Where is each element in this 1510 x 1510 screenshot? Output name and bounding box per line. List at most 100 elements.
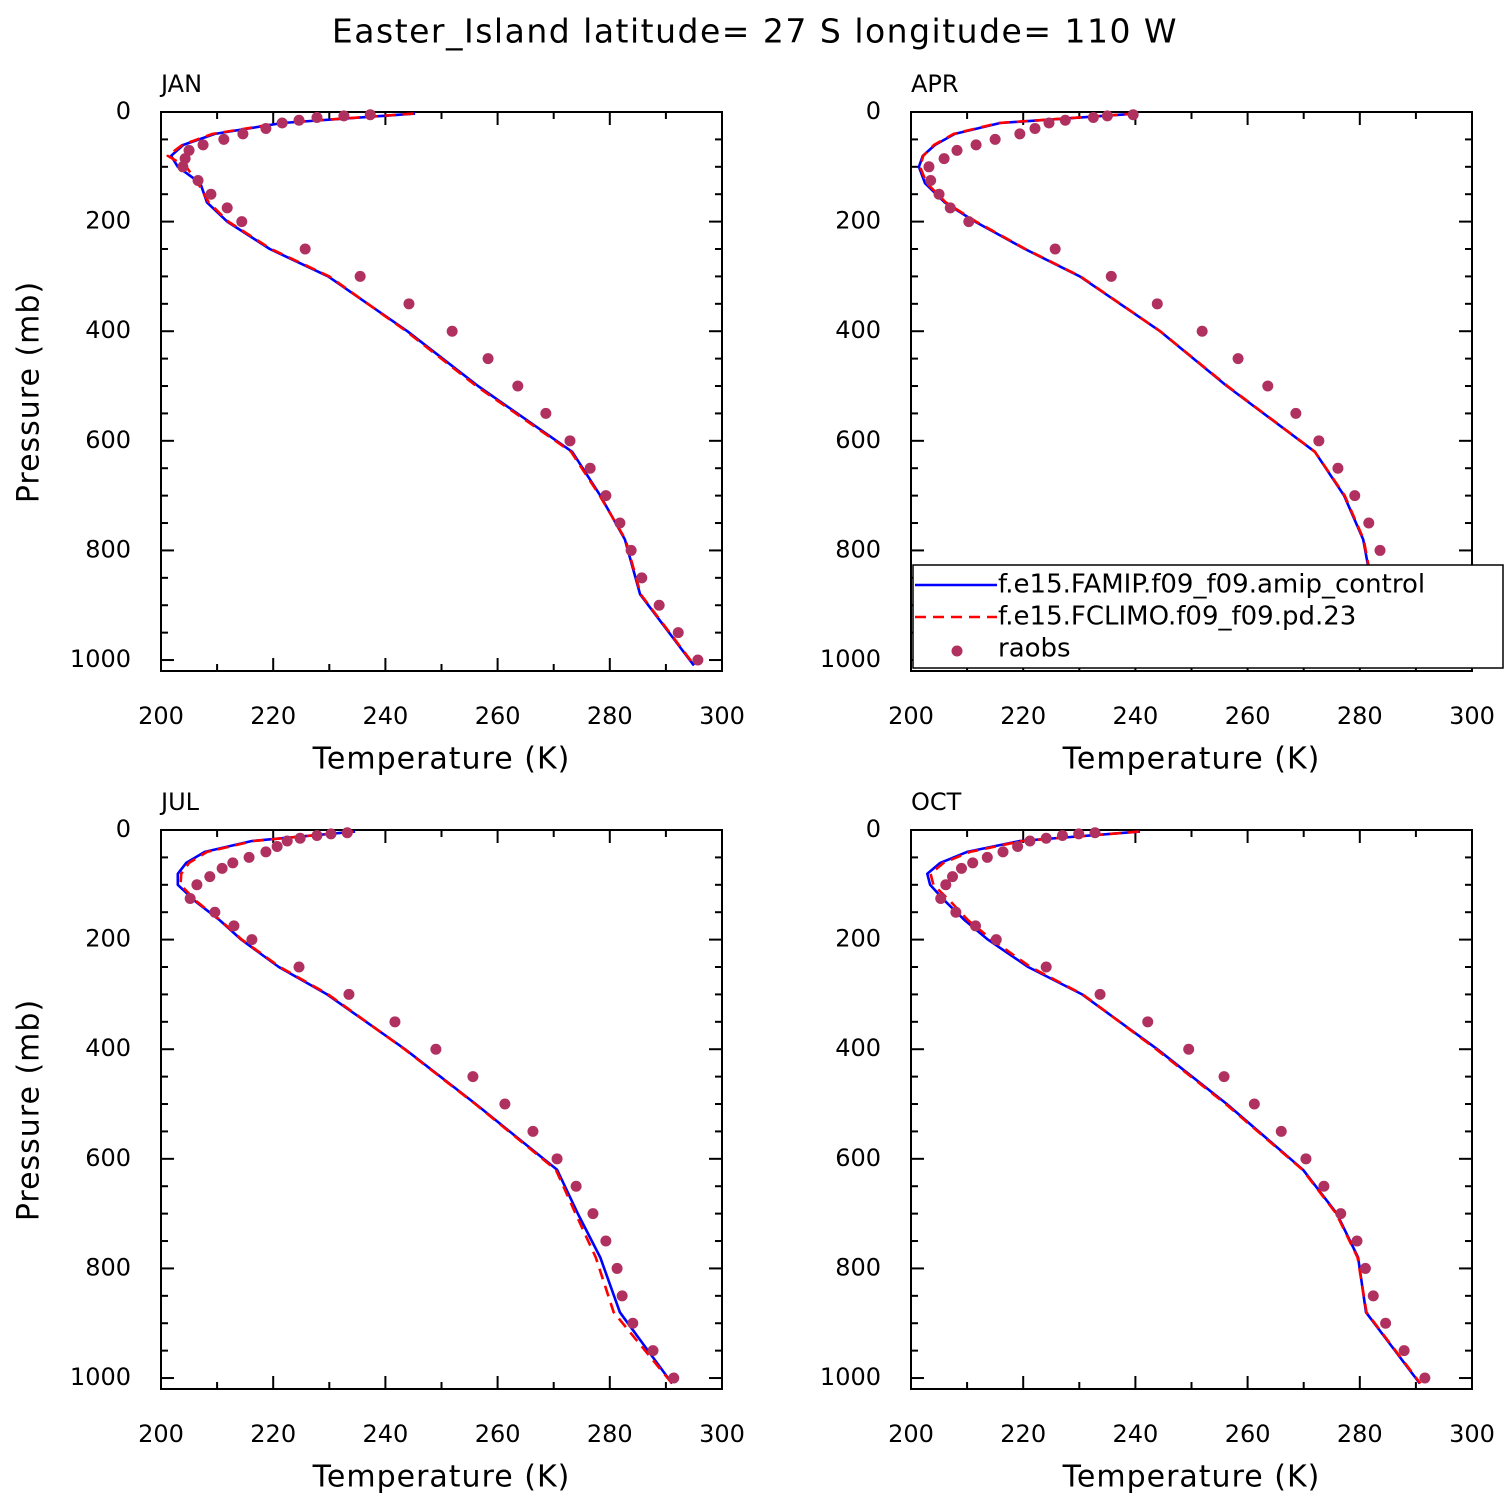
data-point (1183, 1043, 1195, 1055)
data-point (1142, 1016, 1154, 1028)
x-axis-label: Temperature (K) (312, 1460, 571, 1495)
data-point (281, 835, 293, 847)
data-point (1349, 490, 1361, 502)
data-point (1290, 407, 1302, 419)
x-tick-label: 300 (1449, 1420, 1495, 1448)
data-point (177, 161, 189, 173)
data-point (1127, 109, 1139, 121)
data-point (311, 829, 323, 841)
data-point (600, 1235, 612, 1247)
data-point (236, 216, 248, 228)
data-point (293, 961, 305, 973)
x-tick-label: 200 (888, 1420, 934, 1448)
y-tick-label: 600 (835, 1144, 881, 1172)
profile-line (176, 830, 674, 1385)
data-point (1059, 114, 1071, 126)
panel: 200 220 240 260 280 300 0 200 400 600 800 1000 JAN Te… (12, 70, 745, 777)
data-point (1374, 544, 1386, 556)
data-point (925, 175, 937, 187)
data-point (1029, 122, 1041, 134)
data-point (527, 1125, 539, 1137)
data-point (1024, 835, 1036, 847)
data-point (1218, 1071, 1230, 1083)
x-tick-label: 280 (1337, 1420, 1383, 1448)
x-tick-label: 280 (587, 1420, 633, 1448)
data-point (1094, 988, 1106, 1000)
data-point (216, 862, 228, 874)
data-point (197, 139, 209, 151)
data-point (989, 133, 1001, 145)
y-tick-label: 1000 (70, 1363, 131, 1391)
data-point (955, 862, 967, 874)
profile-line (926, 830, 1421, 1385)
data-point (614, 517, 626, 529)
data-point (482, 353, 494, 365)
data-point (1014, 128, 1026, 140)
data-point (611, 1262, 623, 1274)
data-point (1043, 117, 1055, 129)
data-point (499, 1098, 511, 1110)
data-point (228, 920, 240, 932)
data-point (935, 893, 947, 905)
y-tick-label: 600 (835, 426, 881, 454)
x-tick-label: 280 (587, 702, 633, 730)
y-tick-label: 0 (866, 815, 881, 843)
data-point (551, 1153, 563, 1165)
y-tick-label: 0 (116, 815, 131, 843)
x-tick-label: 240 (1112, 1420, 1158, 1448)
y-tick-label: 600 (85, 426, 131, 454)
data-point (1335, 1208, 1347, 1220)
data-point (1363, 517, 1375, 529)
y-tick-label: 1000 (820, 645, 881, 673)
y-tick-label: 1000 (70, 645, 131, 673)
data-point (1040, 961, 1052, 973)
data-point (636, 572, 648, 584)
data-point (341, 827, 353, 839)
x-tick-label: 220 (250, 702, 296, 730)
data-point (963, 216, 975, 228)
data-point (647, 1345, 659, 1357)
x-axis-label: Temperature (K) (1062, 742, 1321, 777)
data-point (625, 544, 637, 556)
x-tick-label: 300 (699, 702, 745, 730)
data-point (668, 1372, 680, 1384)
profile-line (169, 112, 695, 667)
panel: 200 220 240 260 280 300 0 200 400 600 800 1000 APR Te… (820, 70, 1504, 777)
data-point (970, 139, 982, 151)
x-tick-label: 240 (1112, 702, 1158, 730)
y-axis-label: Pressure (mb) (12, 281, 47, 503)
y-tick-label: 200 (835, 925, 881, 953)
y-tick-label: 800 (835, 535, 881, 563)
plot-frame (910, 111, 1473, 672)
y-tick-label: 400 (85, 316, 131, 344)
x-tick-label: 240 (362, 702, 408, 730)
data-point (600, 490, 612, 502)
data-point (227, 857, 239, 869)
x-tick-label: 300 (1449, 702, 1495, 730)
data-point (192, 175, 204, 187)
plot-frame (160, 111, 723, 672)
legend-box (912, 564, 1504, 669)
data-point (1398, 1345, 1410, 1357)
data-point (1351, 1235, 1363, 1247)
data-point (183, 144, 195, 156)
panel: 200 220 240 260 280 300 0 200 400 600 800 1000 OCT Te… (820, 788, 1495, 1495)
data-point (1232, 353, 1244, 365)
data-point (1012, 840, 1024, 852)
data-point (1089, 827, 1101, 839)
figure-title: Easter_Island latitude= 27 S longitude= … (332, 12, 1178, 51)
data-point (325, 828, 337, 840)
x-tick-label: 200 (138, 1420, 184, 1448)
data-point (260, 122, 272, 134)
y-tick-label: 200 (835, 207, 881, 235)
x-tick-label: 200 (138, 702, 184, 730)
data-point (403, 298, 415, 310)
plot-frame (160, 829, 723, 1390)
x-tick-label: 300 (699, 1420, 745, 1448)
data-point (587, 1208, 599, 1220)
data-point (1262, 380, 1274, 392)
data-point (653, 599, 665, 611)
y-tick-label: 200 (85, 207, 131, 235)
y-tick-label: 800 (85, 1253, 131, 1281)
